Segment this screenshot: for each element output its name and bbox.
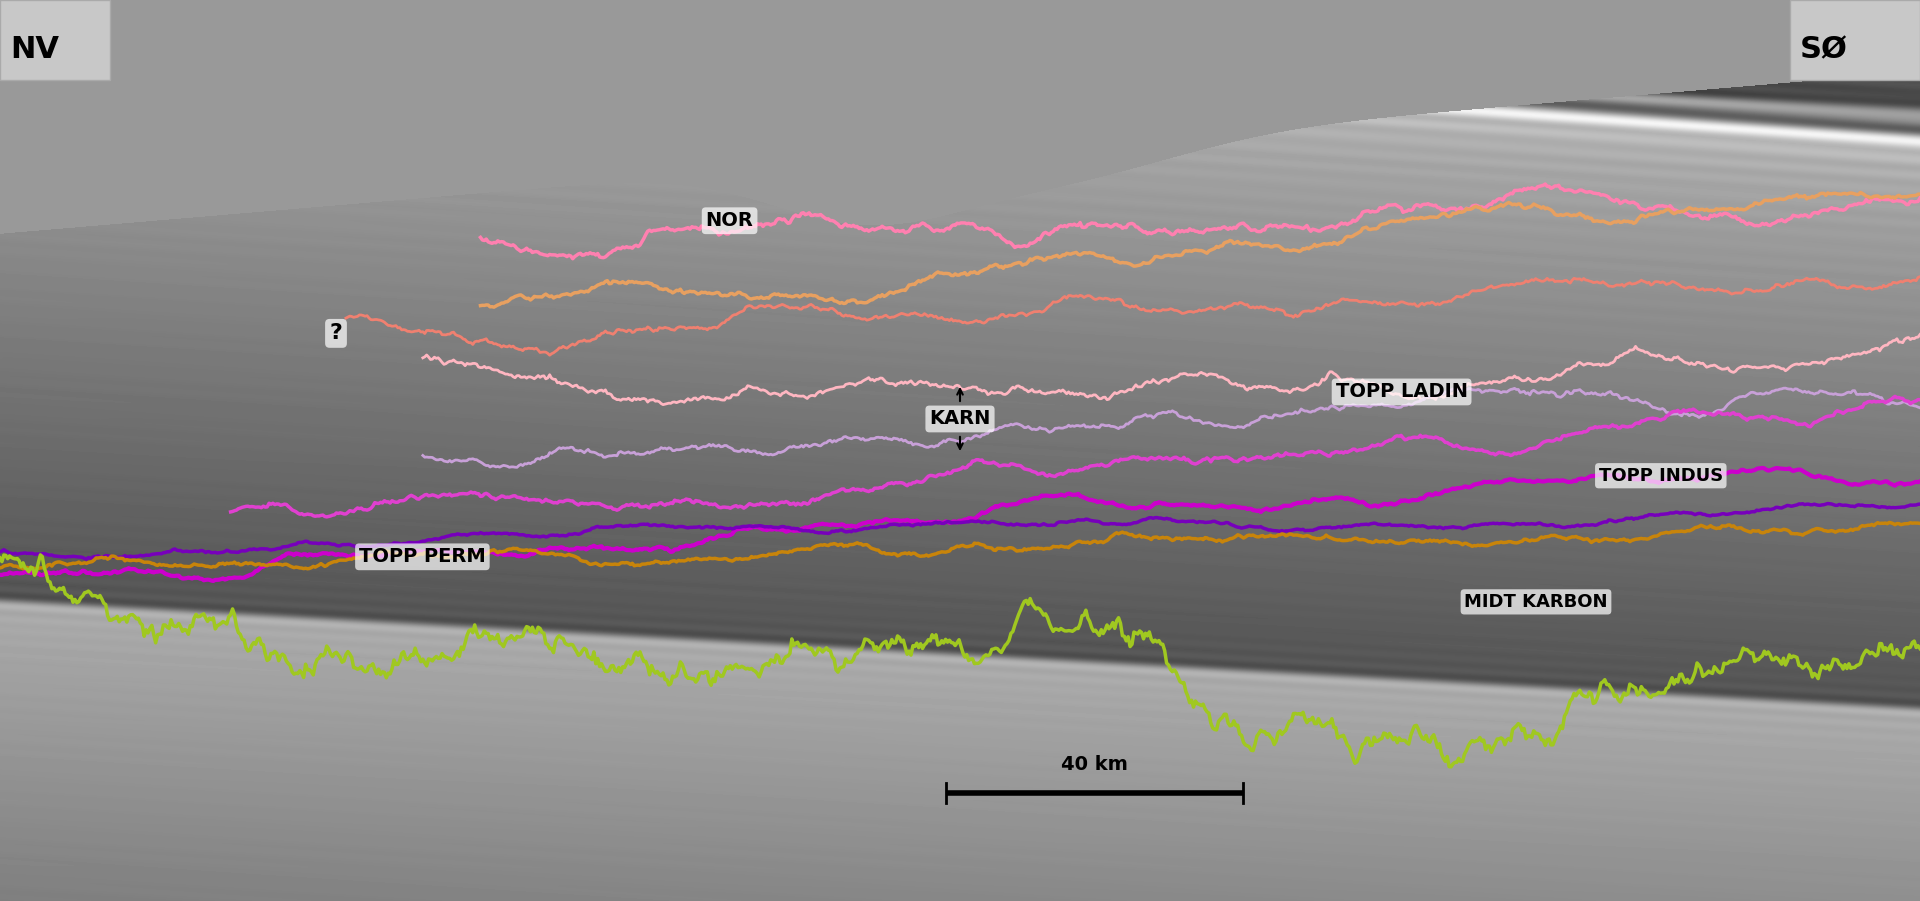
Text: TOPP PERM: TOPP PERM — [359, 547, 486, 567]
Text: SØ: SØ — [1801, 35, 1847, 64]
Bar — [0, 0, 109, 80]
Text: MIDT KARBON: MIDT KARBON — [1465, 593, 1607, 611]
Text: TOPP LADIN: TOPP LADIN — [1336, 382, 1467, 402]
Text: TOPP INDUS: TOPP INDUS — [1599, 467, 1722, 485]
Text: NV: NV — [10, 35, 60, 64]
Text: ?: ? — [330, 323, 342, 343]
Text: KARN: KARN — [929, 409, 991, 429]
Text: NOR: NOR — [707, 211, 753, 231]
Text: 40 km: 40 km — [1062, 755, 1127, 774]
Bar — [1789, 0, 1920, 80]
